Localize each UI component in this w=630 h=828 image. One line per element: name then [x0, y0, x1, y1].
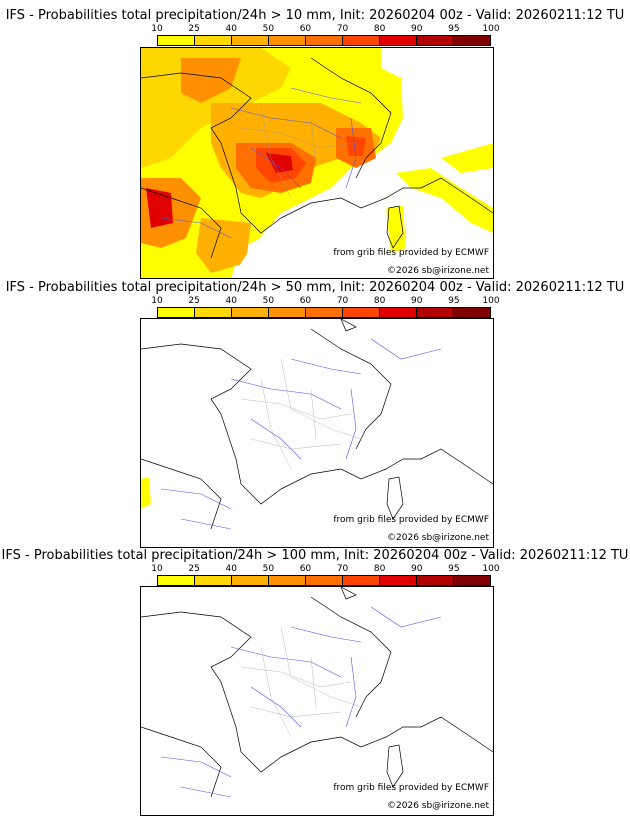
scale-swatch [195, 576, 232, 585]
scale-tick-label: 40 [225, 24, 237, 34]
scale-tick-label: 50 [262, 24, 275, 34]
scale-swatch [343, 576, 380, 585]
scale-bar [157, 575, 491, 586]
scale-swatch [158, 36, 195, 45]
scale-swatch [343, 36, 380, 45]
scale-tick-label: 90 [411, 24, 423, 34]
scale-tick-label: 10 [151, 296, 163, 306]
scale-tick-label: 50 [262, 564, 275, 574]
scale-swatch [195, 308, 232, 317]
scale-tick-label: 10 [151, 24, 163, 34]
scale-tick-label: 70 [336, 564, 349, 574]
scale-swatch [454, 576, 490, 585]
scale-swatch [380, 308, 417, 317]
map-panel-10mm: IFS - Probabilities total precipitation/… [0, 0, 630, 280]
scale-swatch [269, 308, 306, 317]
color-scale: 10 25 40 50 60 70 80 90 95 100 [151, 24, 500, 46]
scale-tick-label: 60 [299, 24, 312, 34]
scale-swatch [417, 36, 454, 45]
scale-swatch [454, 36, 490, 45]
scale-swatch [232, 308, 269, 317]
scale-tick-label: 40 [225, 296, 237, 306]
scale-tick-label: 25 [188, 296, 200, 306]
scale-swatch [417, 576, 454, 585]
credit-ecmwf: from grib files provided by ECMWF [333, 783, 489, 793]
scale-swatch [306, 576, 343, 585]
precipitation-map: from grib files provided by ECMWF ©2026 … [140, 47, 494, 279]
panel-title: IFS - Probabilities total precipitation/… [1, 548, 629, 563]
scale-swatch [417, 308, 454, 317]
scale-bar [157, 35, 491, 46]
scale-swatch [306, 308, 343, 317]
scale-tick-label: 80 [373, 296, 386, 306]
scale-swatch [158, 308, 195, 317]
scale-tick-label: 95 [448, 24, 460, 34]
scale-tick-label: 40 [225, 564, 237, 574]
scale-swatch [306, 36, 343, 45]
scale-tick-label: 100 [482, 296, 500, 306]
credit-copyright: ©2026 sb@irizone.net [387, 266, 489, 276]
credit-copyright: ©2026 sb@irizone.net [387, 801, 489, 811]
scale-tick-label: 80 [373, 564, 386, 574]
scale-ticks: 10 25 40 50 60 70 80 90 95 100 [151, 564, 499, 574]
credit-ecmwf: from grib files provided by ECMWF [333, 515, 489, 525]
precipitation-map: from grib files provided by ECMWF ©2026 … [140, 318, 494, 548]
scale-swatch [158, 576, 195, 585]
scale-swatch [232, 36, 269, 45]
scale-swatch [380, 576, 417, 585]
scale-bar [157, 307, 491, 318]
scale-swatch [269, 36, 306, 45]
credit-copyright: ©2026 sb@irizone.net [387, 533, 489, 543]
scale-tick-label: 70 [336, 296, 349, 306]
scale-tick-label: 60 [299, 296, 312, 306]
color-scale: 10 25 40 50 60 70 80 90 95 100 [151, 296, 500, 318]
scale-swatch [269, 576, 306, 585]
scale-tick-label: 95 [448, 564, 460, 574]
scale-tick-label: 90 [411, 296, 423, 306]
scale-swatch [232, 576, 269, 585]
scale-tick-label: 70 [336, 24, 349, 34]
precipitation-map: from grib files provided by ECMWF ©2026 … [140, 586, 494, 816]
scale-tick-label: 25 [188, 564, 200, 574]
scale-tick-label: 95 [448, 296, 460, 306]
color-scale: 10 25 40 50 60 70 80 90 95 100 [151, 564, 500, 586]
credit-ecmwf: from grib files provided by ECMWF [333, 248, 489, 258]
scale-swatch [195, 36, 232, 45]
scale-tick-label: 25 [188, 24, 200, 34]
scale-tick-label: 60 [299, 564, 312, 574]
scale-tick-label: 80 [373, 24, 386, 34]
scale-tick-label: 100 [482, 564, 500, 574]
scale-tick-label: 10 [151, 564, 163, 574]
scale-swatch [343, 308, 380, 317]
scale-tick-label: 100 [482, 24, 500, 34]
scale-swatch [454, 308, 490, 317]
scale-ticks: 10 25 40 50 60 70 80 90 95 100 [151, 296, 499, 306]
panel-title: IFS - Probabilities total precipitation/… [5, 8, 625, 23]
scale-tick-label: 90 [411, 564, 423, 574]
map-panel-50mm: IFS - Probabilities total precipitation/… [0, 272, 630, 548]
scale-swatch [380, 36, 417, 45]
map-panel-100mm: IFS - Probabilities total precipitation/… [0, 540, 630, 828]
scale-tick-label: 50 [262, 296, 275, 306]
scale-ticks: 10 25 40 50 60 70 80 90 95 100 [151, 24, 499, 34]
panel-title: IFS - Probabilities total precipitation/… [5, 280, 625, 295]
